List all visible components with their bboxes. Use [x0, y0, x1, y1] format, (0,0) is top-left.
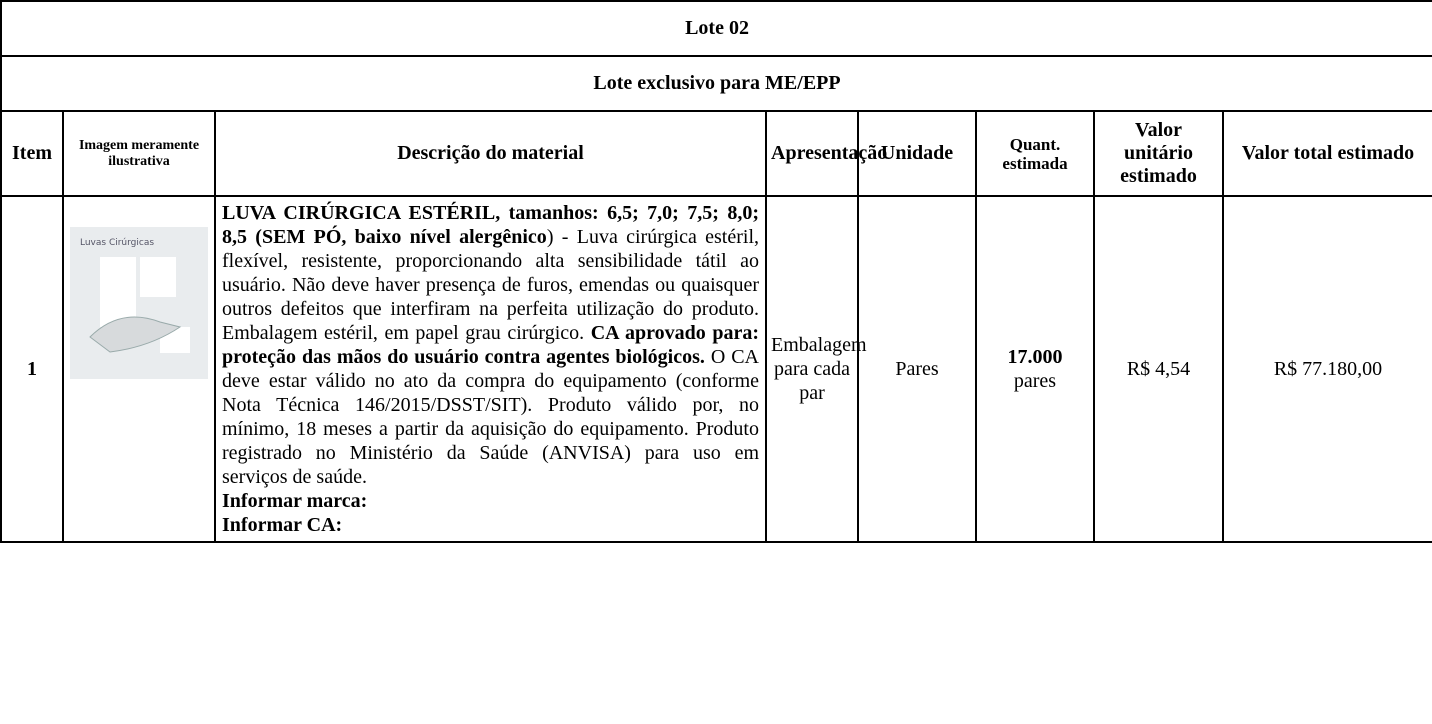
- total-value: R$ 77.180,00: [1221, 195, 1432, 543]
- glove-drawing: [89, 316, 182, 353]
- description-line: Informar marca:: [222, 490, 368, 512]
- header-cell: Imagem meramente ilustrativa: [62, 110, 216, 197]
- description-segment: O CA deve estar válido no ato da compra …: [222, 346, 759, 488]
- quantity: 17.000 pares: [975, 195, 1095, 543]
- image-caption: Luvas Cirúrgicas: [80, 238, 154, 248]
- quantity-number: 17.000: [1007, 346, 1063, 368]
- unit-value: R$ 4,54: [1093, 195, 1224, 543]
- lot-subtitle: Lote exclusivo para ME/EPP: [0, 55, 1432, 112]
- image-bg: [70, 227, 208, 379]
- header-cell: Quant. estimada: [975, 110, 1095, 197]
- description-line: Informar CA:: [222, 514, 343, 536]
- description: LUVA CIRÚRGICA ESTÉRIL, tamanhos: 6,5; 7…: [214, 195, 767, 543]
- header-cell: Unidade: [857, 110, 977, 197]
- unit: Pares: [857, 195, 977, 543]
- image-cell: Luvas Cirúrgicas: [62, 195, 216, 543]
- header-cell: Item: [0, 110, 64, 197]
- header-cell: Apresentação: [765, 110, 887, 197]
- presentation: Embalagem para cada par: [765, 195, 867, 543]
- description-segment: LUVA CIRÚRGICA ESTÉRIL, tamanhos: 6,5; 7…: [222, 202, 759, 248]
- lot-row: Lote 02: [0, 0, 1432, 57]
- image-part: [140, 257, 176, 297]
- header-row: Item Imagem meramente ilustrativa Descri…: [0, 110, 1432, 197]
- header-cell: Valor unitário estimado: [1093, 110, 1224, 197]
- header-cell: Descrição do material: [214, 110, 767, 197]
- item-number: 1: [0, 195, 64, 543]
- quantity-unit: pares: [1013, 370, 1057, 392]
- lot-row: Lote exclusivo para ME/EPP: [0, 55, 1432, 112]
- header-cell: Valor total estimado: [1221, 110, 1432, 197]
- image-part: [100, 257, 136, 327]
- product-image: Luvas Cirúrgicas: [70, 227, 208, 379]
- lot-table: Lote 02 Lote exclusivo para ME/EPP Item …: [0, 0, 1432, 543]
- lot-title: Lote 02: [0, 0, 1432, 57]
- description-segment: ) - Luva cirúrgica estéril, flexível, re…: [222, 226, 759, 344]
- description-segment: CA aprovado para: proteção das mãos do u…: [222, 322, 759, 368]
- item-row: 1 Luvas Cirúrgicas LUVA CIRÚRGICA ESTÉRI…: [0, 195, 1432, 543]
